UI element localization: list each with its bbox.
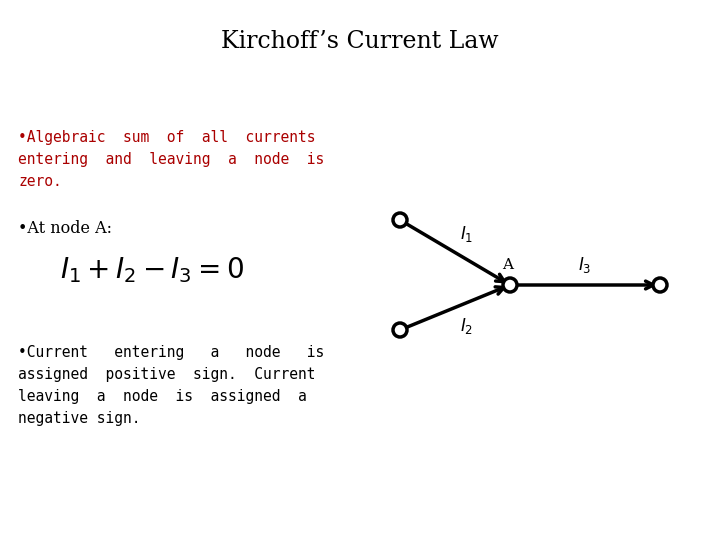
Circle shape [393, 213, 407, 227]
Text: leaving  a  node  is  assigned  a: leaving a node is assigned a [18, 389, 307, 404]
Text: $I_2$: $I_2$ [460, 315, 473, 335]
Circle shape [503, 278, 517, 292]
Text: •Current   entering   a   node   is: •Current entering a node is [18, 345, 324, 360]
Text: assigned  positive  sign.  Current: assigned positive sign. Current [18, 367, 315, 382]
Text: $I_1$: $I_1$ [460, 225, 473, 245]
Text: •Algebraic  sum  of  all  currents: •Algebraic sum of all currents [18, 130, 315, 145]
Text: $\mathit{I}_1 + \mathit{I}_2 - \mathit{I}_3 = 0$: $\mathit{I}_1 + \mathit{I}_2 - \mathit{I… [60, 255, 244, 285]
Circle shape [653, 278, 667, 292]
Text: entering  and  leaving  a  node  is: entering and leaving a node is [18, 152, 324, 167]
Text: zero.: zero. [18, 174, 62, 189]
Text: Kirchoff’s Current Law: Kirchoff’s Current Law [221, 30, 499, 53]
Text: $I_3$: $I_3$ [578, 255, 592, 275]
Text: A: A [503, 258, 513, 272]
Text: negative sign.: negative sign. [18, 411, 140, 426]
Circle shape [393, 323, 407, 337]
Text: •At node A:: •At node A: [18, 220, 112, 237]
